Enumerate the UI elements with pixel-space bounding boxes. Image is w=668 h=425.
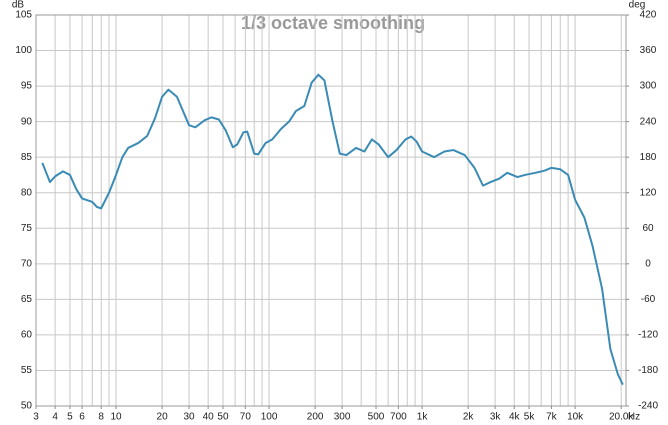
y2-tick-label: 180 [640,152,657,163]
x-tick-label: 3 [33,412,39,423]
x-tick-label: 5 [67,412,73,423]
x-tick-label: 7k [546,412,558,423]
y-tick-label: 90 [21,116,33,127]
chart-title: 1/3 octave smoothing [241,13,425,33]
y-unit: dB [12,0,25,11]
x-tick-label: 5k [524,412,536,423]
x-tick-label: 70 [240,412,252,423]
y2-tick-label: 240 [640,116,657,127]
y-tick-label: 105 [15,10,32,21]
y2-tick-label: -60 [641,294,656,305]
x-tick-label: 50 [217,412,229,423]
y2-unit: deg [629,0,646,11]
x-tick-label: 4k [509,412,521,423]
x-unit: Hz [628,412,640,423]
y-tick-label: 100 [15,45,32,56]
x-tick-label: 10k [567,412,584,423]
y-tick-label: 65 [21,294,33,305]
x-tick-label: 30 [183,412,195,423]
y2-tick-label: 420 [640,10,657,21]
x-tick-label: 200 [307,412,324,423]
x-tick-label: 2k [463,412,475,423]
x-tick-label: 4 [52,412,58,423]
x-tick-label: 500 [368,412,385,423]
x-tick-label: 700 [390,412,407,423]
y2-tick-label: -240 [638,401,658,412]
x-tick-label: 6 [79,412,85,423]
x-tick-label: 20.0k [609,412,634,423]
x-tick-label: 300 [334,412,351,423]
x-tick-label: 1k [417,412,429,423]
y2-tick-label: 0 [645,258,651,269]
y2-tick-label: -120 [638,330,658,341]
x-tick-label: 20 [157,412,169,423]
x-tick-label: 10 [110,412,122,423]
y-tick-label: 95 [21,81,33,92]
x-tick-label: 100 [261,412,278,423]
x-tick-label: 3k [490,412,502,423]
y-tick-label: 60 [21,330,33,341]
y-tick-label: 55 [21,365,33,376]
y2-tick-label: -180 [638,365,658,376]
y2-tick-label: 120 [640,187,657,198]
y-tick-label: 75 [21,223,33,234]
y-tick-label: 80 [21,187,33,198]
y2-tick-label: 60 [642,223,654,234]
y-tick-label: 70 [21,258,33,269]
response-line [41,73,624,386]
y2-tick-label: 360 [640,45,657,56]
y-tick-label: 85 [21,152,33,163]
y2-tick-label: 300 [640,81,657,92]
plot-frame [35,14,627,407]
x-tick-label: 40 [203,412,215,423]
x-tick-label: 8 [98,412,104,423]
y-tick-label: 50 [21,401,33,412]
